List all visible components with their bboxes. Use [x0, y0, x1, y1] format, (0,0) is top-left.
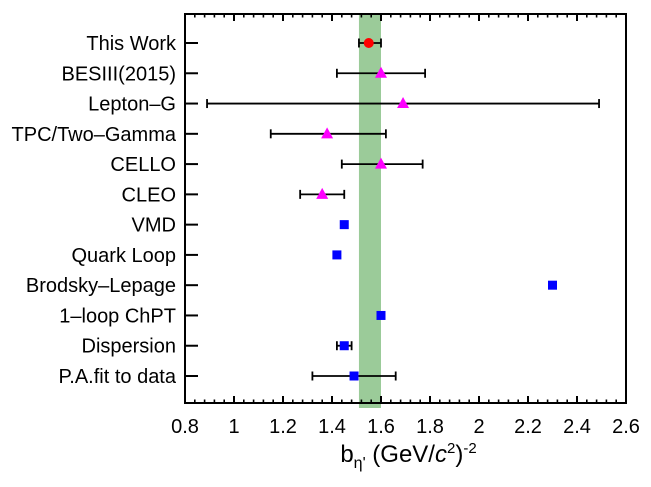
x-axis-title: bη' (GeV/c2)-2	[340, 440, 476, 472]
data-marker-triangle	[375, 66, 387, 78]
data-marker-circle	[363, 38, 374, 48]
plot-frame	[184, 13, 627, 404]
row-label: 1–loop ChPT	[59, 305, 176, 327]
x-tick-label: 2.2	[514, 416, 542, 438]
data-marker-square	[339, 341, 349, 351]
data-marker-square	[349, 371, 359, 381]
data-marker-square	[376, 310, 386, 320]
data-marker-triangle	[321, 127, 334, 139]
row-label: This Work	[86, 33, 177, 55]
row-label: Lepton–G	[88, 94, 176, 116]
data-marker-triangle	[316, 187, 329, 199]
row-label: VMD	[132, 215, 176, 237]
x-tick-label: 1.2	[269, 416, 297, 438]
x-tick-label: 2.4	[563, 416, 591, 438]
row-label: CELLO	[110, 154, 176, 176]
row-label: CLEO	[122, 184, 176, 206]
data-marker-square	[332, 250, 342, 260]
row-label: Dispersion	[82, 336, 176, 358]
row-label: BESIII(2015)	[61, 63, 176, 85]
row-label: P.A.fit to data	[59, 366, 177, 388]
row-label: Brodsky–Lepage	[26, 275, 176, 297]
x-tick-label: 1.8	[416, 416, 444, 438]
x-tick-label: 1.6	[367, 416, 395, 438]
x-tick-label: 1	[228, 416, 239, 438]
x-tick-label: 1.4	[318, 416, 346, 438]
reference-band	[358, 14, 381, 408]
data-marker-triangle	[397, 97, 410, 109]
x-tick-label: 2.6	[612, 416, 640, 438]
row-label: Quark Loop	[71, 245, 176, 267]
data-marker-square	[339, 220, 349, 230]
x-tick-label: 0.8	[171, 416, 199, 438]
data-marker-square	[548, 280, 557, 290]
x-tick-label: 2	[473, 416, 484, 438]
row-label: TPC/Two–Gamma	[12, 124, 177, 146]
data-marker-triangle	[375, 157, 387, 169]
